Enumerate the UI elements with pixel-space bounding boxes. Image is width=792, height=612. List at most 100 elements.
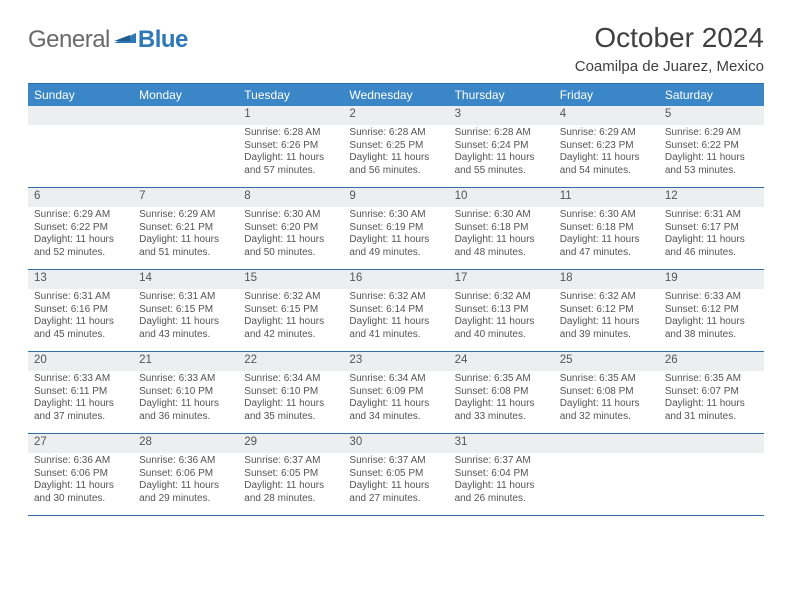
day-line: and 40 minutes. — [455, 329, 548, 342]
day-body: Sunrise: 6:28 AMSunset: 6:24 PMDaylight:… — [449, 125, 554, 187]
day-body: Sunrise: 6:36 AMSunset: 6:06 PMDaylight:… — [28, 453, 133, 515]
day-body: Sunrise: 6:35 AMSunset: 6:07 PMDaylight:… — [659, 371, 764, 433]
day-body — [554, 453, 659, 515]
day-line: Daylight: 11 hours — [139, 398, 232, 411]
day-number: 9 — [343, 188, 448, 207]
day-line: Daylight: 11 hours — [455, 234, 548, 247]
day-line: and 34 minutes. — [349, 411, 442, 424]
day-line: Sunrise: 6:31 AM — [665, 209, 758, 222]
day-body: Sunrise: 6:35 AMSunset: 6:08 PMDaylight:… — [449, 371, 554, 433]
day-body: Sunrise: 6:30 AMSunset: 6:18 PMDaylight:… — [449, 207, 554, 269]
day-cell: 19Sunrise: 6:33 AMSunset: 6:12 PMDayligh… — [659, 270, 764, 351]
day-line: Daylight: 11 hours — [34, 398, 127, 411]
day-line: Sunrise: 6:37 AM — [244, 455, 337, 468]
day-number: 20 — [28, 352, 133, 371]
day-line: Sunrise: 6:32 AM — [560, 291, 653, 304]
day-cell: 10Sunrise: 6:30 AMSunset: 6:18 PMDayligh… — [449, 188, 554, 269]
day-line: Sunset: 6:07 PM — [665, 386, 758, 399]
day-body — [133, 125, 238, 187]
day-line: Sunrise: 6:36 AM — [139, 455, 232, 468]
day-cell: 18Sunrise: 6:32 AMSunset: 6:12 PMDayligh… — [554, 270, 659, 351]
weeks-container: 1Sunrise: 6:28 AMSunset: 6:26 PMDaylight… — [28, 106, 764, 516]
day-line: Sunset: 6:16 PM — [34, 304, 127, 317]
day-cell: 11Sunrise: 6:30 AMSunset: 6:18 PMDayligh… — [554, 188, 659, 269]
day-line: Daylight: 11 hours — [349, 234, 442, 247]
day-line: Sunset: 6:11 PM — [34, 386, 127, 399]
day-line: Sunrise: 6:30 AM — [244, 209, 337, 222]
day-number: 24 — [449, 352, 554, 371]
day-line: Daylight: 11 hours — [455, 152, 548, 165]
day-number — [554, 434, 659, 453]
day-number: 15 — [238, 270, 343, 289]
day-line: and 26 minutes. — [455, 493, 548, 506]
day-header: Thursday — [449, 84, 554, 106]
day-line: Daylight: 11 hours — [34, 480, 127, 493]
day-line: and 32 minutes. — [560, 411, 653, 424]
day-cell: 24Sunrise: 6:35 AMSunset: 6:08 PMDayligh… — [449, 352, 554, 433]
day-body: Sunrise: 6:28 AMSunset: 6:26 PMDaylight:… — [238, 125, 343, 187]
day-number: 4 — [554, 106, 659, 125]
day-header: Sunday — [28, 84, 133, 106]
day-line: Sunrise: 6:29 AM — [560, 127, 653, 140]
day-line: Sunrise: 6:36 AM — [34, 455, 127, 468]
day-number: 10 — [449, 188, 554, 207]
day-body: Sunrise: 6:36 AMSunset: 6:06 PMDaylight:… — [133, 453, 238, 515]
day-line: and 51 minutes. — [139, 247, 232, 260]
day-line: and 31 minutes. — [665, 411, 758, 424]
day-number: 2 — [343, 106, 448, 125]
day-line: Sunrise: 6:29 AM — [34, 209, 127, 222]
day-line: Daylight: 11 hours — [34, 316, 127, 329]
day-line: Daylight: 11 hours — [34, 234, 127, 247]
day-line: Sunset: 6:26 PM — [244, 140, 337, 153]
day-header: Saturday — [659, 84, 764, 106]
day-body: Sunrise: 6:37 AMSunset: 6:05 PMDaylight:… — [238, 453, 343, 515]
day-line: Daylight: 11 hours — [244, 480, 337, 493]
day-line: Daylight: 11 hours — [139, 316, 232, 329]
day-line: Daylight: 11 hours — [560, 398, 653, 411]
day-line: Sunset: 6:10 PM — [244, 386, 337, 399]
day-body: Sunrise: 6:33 AMSunset: 6:12 PMDaylight:… — [659, 289, 764, 351]
day-body: Sunrise: 6:29 AMSunset: 6:22 PMDaylight:… — [659, 125, 764, 187]
logo-word-general: General — [28, 26, 110, 54]
day-line: Daylight: 11 hours — [560, 152, 653, 165]
day-cell: 8Sunrise: 6:30 AMSunset: 6:20 PMDaylight… — [238, 188, 343, 269]
day-line: Sunset: 6:20 PM — [244, 222, 337, 235]
day-line: Sunset: 6:21 PM — [139, 222, 232, 235]
day-cell: 15Sunrise: 6:32 AMSunset: 6:15 PMDayligh… — [238, 270, 343, 351]
day-line: Daylight: 11 hours — [139, 480, 232, 493]
day-line: Daylight: 11 hours — [349, 152, 442, 165]
day-cell: 21Sunrise: 6:33 AMSunset: 6:10 PMDayligh… — [133, 352, 238, 433]
day-line: and 53 minutes. — [665, 165, 758, 178]
day-body: Sunrise: 6:30 AMSunset: 6:20 PMDaylight:… — [238, 207, 343, 269]
day-body: Sunrise: 6:34 AMSunset: 6:10 PMDaylight:… — [238, 371, 343, 433]
day-line: Sunset: 6:09 PM — [349, 386, 442, 399]
day-cell: 28Sunrise: 6:36 AMSunset: 6:06 PMDayligh… — [133, 434, 238, 515]
day-body: Sunrise: 6:35 AMSunset: 6:08 PMDaylight:… — [554, 371, 659, 433]
day-header: Friday — [554, 84, 659, 106]
day-number: 23 — [343, 352, 448, 371]
day-line: Sunset: 6:08 PM — [560, 386, 653, 399]
day-line: Sunrise: 6:34 AM — [244, 373, 337, 386]
day-number: 1 — [238, 106, 343, 125]
day-cell — [28, 106, 133, 187]
day-line: Daylight: 11 hours — [665, 398, 758, 411]
day-line: Sunrise: 6:29 AM — [665, 127, 758, 140]
day-number: 30 — [343, 434, 448, 453]
day-line: Sunset: 6:15 PM — [139, 304, 232, 317]
day-body: Sunrise: 6:31 AMSunset: 6:16 PMDaylight:… — [28, 289, 133, 351]
day-number: 29 — [238, 434, 343, 453]
day-line: and 33 minutes. — [455, 411, 548, 424]
day-line: and 28 minutes. — [244, 493, 337, 506]
day-number: 19 — [659, 270, 764, 289]
day-line: Sunset: 6:19 PM — [349, 222, 442, 235]
title-block: October 2024 Coamilpa de Juarez, Mexico — [575, 22, 764, 75]
day-number — [659, 434, 764, 453]
day-line: Daylight: 11 hours — [244, 234, 337, 247]
day-header: Wednesday — [343, 84, 448, 106]
day-line: and 29 minutes. — [139, 493, 232, 506]
day-line: Sunrise: 6:28 AM — [244, 127, 337, 140]
day-line: Daylight: 11 hours — [560, 234, 653, 247]
day-cell: 14Sunrise: 6:31 AMSunset: 6:15 PMDayligh… — [133, 270, 238, 351]
day-line: Sunrise: 6:32 AM — [349, 291, 442, 304]
day-line: and 46 minutes. — [665, 247, 758, 260]
